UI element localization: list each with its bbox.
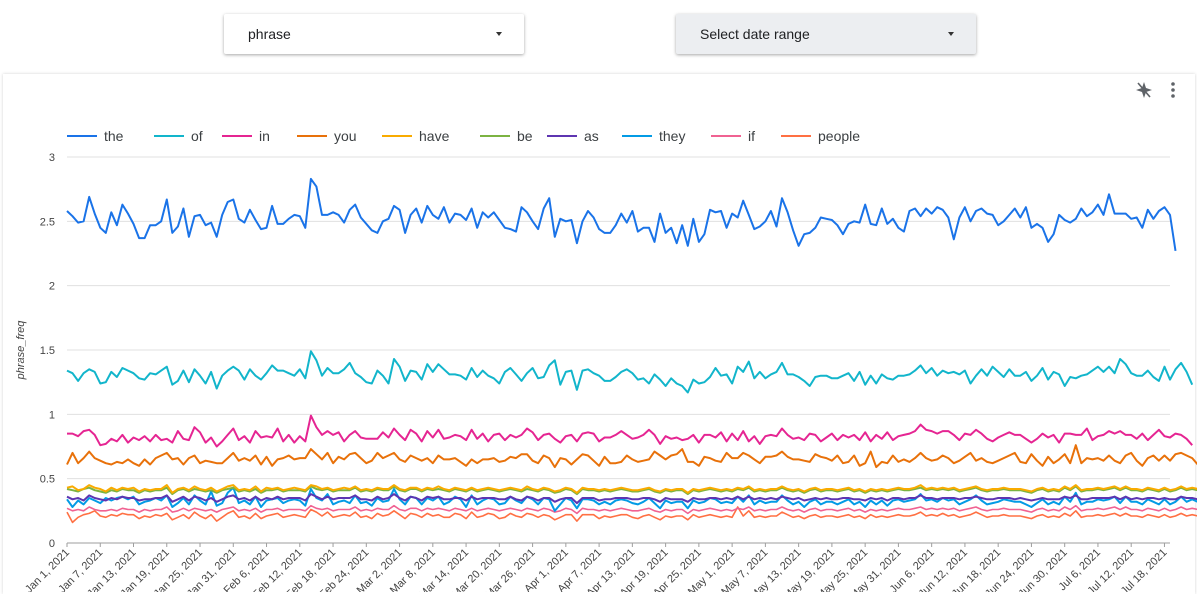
legend-label: people: [818, 128, 860, 144]
legend-label: of: [191, 128, 203, 144]
legend-label: be: [517, 128, 533, 144]
chevron-down-icon: [948, 32, 954, 36]
y-tick-label: 2.5: [40, 216, 55, 228]
legend-label: you: [334, 128, 357, 144]
legend-item-as[interactable]: as: [547, 128, 599, 144]
series-line-the: [66, 177, 1177, 252]
phrase-select-value: phrase: [248, 26, 291, 42]
legend-item-be[interactable]: be: [480, 128, 533, 144]
legend-item-have[interactable]: have: [382, 128, 450, 144]
series-line-you: [66, 444, 1197, 469]
legend-item-of[interactable]: of: [154, 128, 203, 144]
y-tick-label: 1: [49, 409, 55, 421]
chart-card: [3, 74, 1195, 594]
legend-item-you[interactable]: you: [297, 128, 357, 144]
y-axis-label: phrase_freq: [15, 320, 27, 381]
series-line-people: [66, 506, 1197, 524]
legend-label: if: [748, 128, 755, 144]
y-tick-label: 1.5: [40, 345, 55, 357]
legend-label: have: [419, 128, 450, 144]
series-line-be: [66, 485, 1197, 496]
more-vert-icon[interactable]: [1163, 78, 1183, 102]
series-line-if: [66, 504, 1197, 515]
phrase-select[interactable]: phrase: [224, 14, 524, 54]
series-line-in: [67, 414, 1193, 448]
legend-label: they: [659, 128, 685, 144]
legend-label: as: [584, 128, 599, 144]
y-tick-label: 2: [49, 281, 55, 293]
legend-item-if[interactable]: if: [711, 128, 755, 144]
date-range-select[interactable]: Select date range: [676, 14, 976, 54]
legend-item-in[interactable]: in: [222, 128, 270, 144]
series-line-of: [66, 350, 1194, 394]
legend-item-the[interactable]: the: [67, 128, 124, 144]
legend-label: the: [104, 128, 124, 144]
legend-label: in: [259, 128, 270, 144]
y-tick-label: 0: [49, 538, 55, 550]
series-line-as: [66, 493, 1197, 505]
explore-sparkle-icon[interactable]: [1134, 78, 1154, 102]
y-tick-label: 3: [49, 152, 55, 164]
series-line-have: [66, 484, 1197, 494]
legend-item-they[interactable]: they: [622, 128, 685, 144]
y-tick-label: 0.5: [40, 474, 55, 486]
series-line-they: [66, 486, 1197, 512]
legend-item-people[interactable]: people: [781, 128, 860, 144]
date-range-select-value: Select date range: [700, 26, 810, 42]
chevron-down-icon: [496, 32, 502, 36]
